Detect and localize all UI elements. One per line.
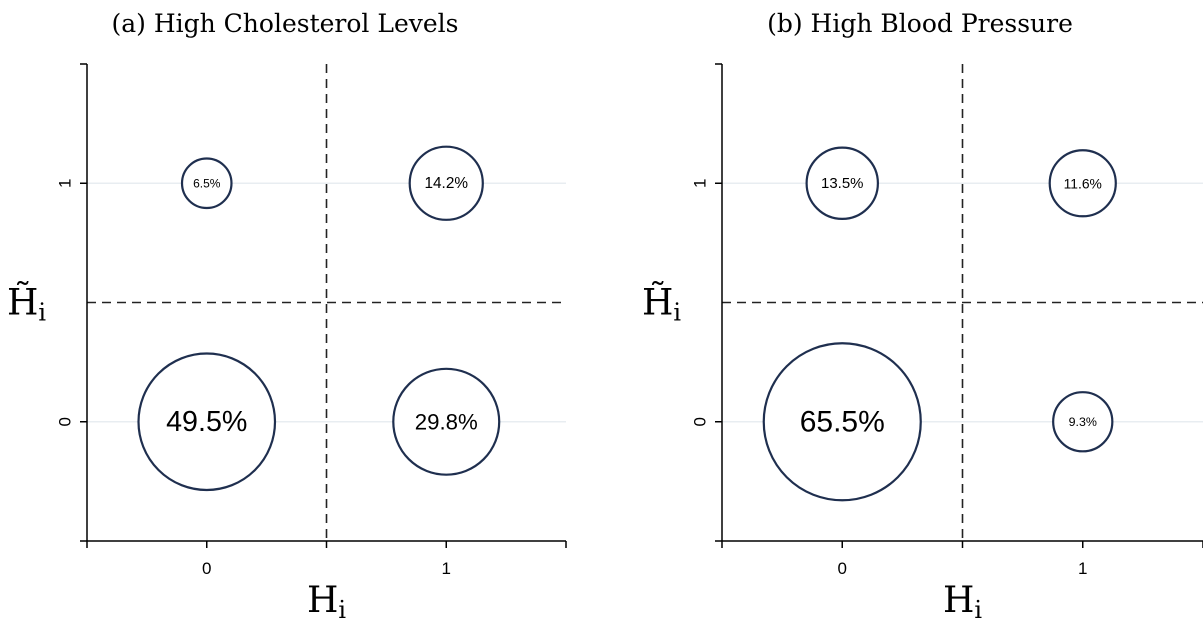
bubble-label: 11.6% bbox=[1064, 175, 1102, 191]
y-axis-label: H̃i bbox=[7, 282, 46, 327]
bubble-label: 13.5% bbox=[821, 175, 863, 192]
y-tick-label: 1 bbox=[691, 179, 710, 188]
y-tick-label: 1 bbox=[56, 179, 75, 188]
y-axis-label: H̃i bbox=[642, 282, 681, 327]
bubble bbox=[805, 146, 879, 220]
x-tick-label: 0 bbox=[202, 559, 211, 578]
bubble-label: 65.5% bbox=[800, 405, 885, 438]
x-axis-label: Hi bbox=[943, 580, 982, 619]
panel-title: (b) High Blood Pressure bbox=[767, 9, 1073, 38]
bubble bbox=[180, 157, 233, 210]
bubble bbox=[762, 342, 922, 502]
bubble-label: 29.8% bbox=[415, 409, 478, 434]
panel-b: (b) High Blood Pressure 0 1 0 1 13.5% 11.6% 65.… bbox=[642, 9, 1203, 619]
bubble bbox=[137, 352, 277, 492]
x-axis-label: Hi bbox=[307, 580, 346, 619]
x-tick-label: 0 bbox=[838, 559, 847, 578]
bubble bbox=[408, 145, 484, 221]
y-tick-label: 0 bbox=[691, 417, 710, 426]
bubble-label: 9.3% bbox=[1069, 415, 1097, 429]
bubble bbox=[1052, 391, 1114, 453]
bubble-label: 6.5% bbox=[193, 176, 221, 190]
y-tick-label: 0 bbox=[56, 417, 75, 426]
bubble-label: 49.5% bbox=[166, 406, 247, 438]
x-tick-label: 1 bbox=[1078, 559, 1087, 578]
x-tick-label: 1 bbox=[442, 559, 451, 578]
panel-a: (a) High Cholesterol Levels 0 1 0 1 6.5% 14.2%… bbox=[7, 9, 567, 619]
bubble-label: 14.2% bbox=[424, 175, 468, 192]
bubble bbox=[1048, 149, 1117, 218]
bubble bbox=[392, 367, 501, 476]
panel-title: (a) High Cholesterol Levels bbox=[111, 9, 458, 38]
